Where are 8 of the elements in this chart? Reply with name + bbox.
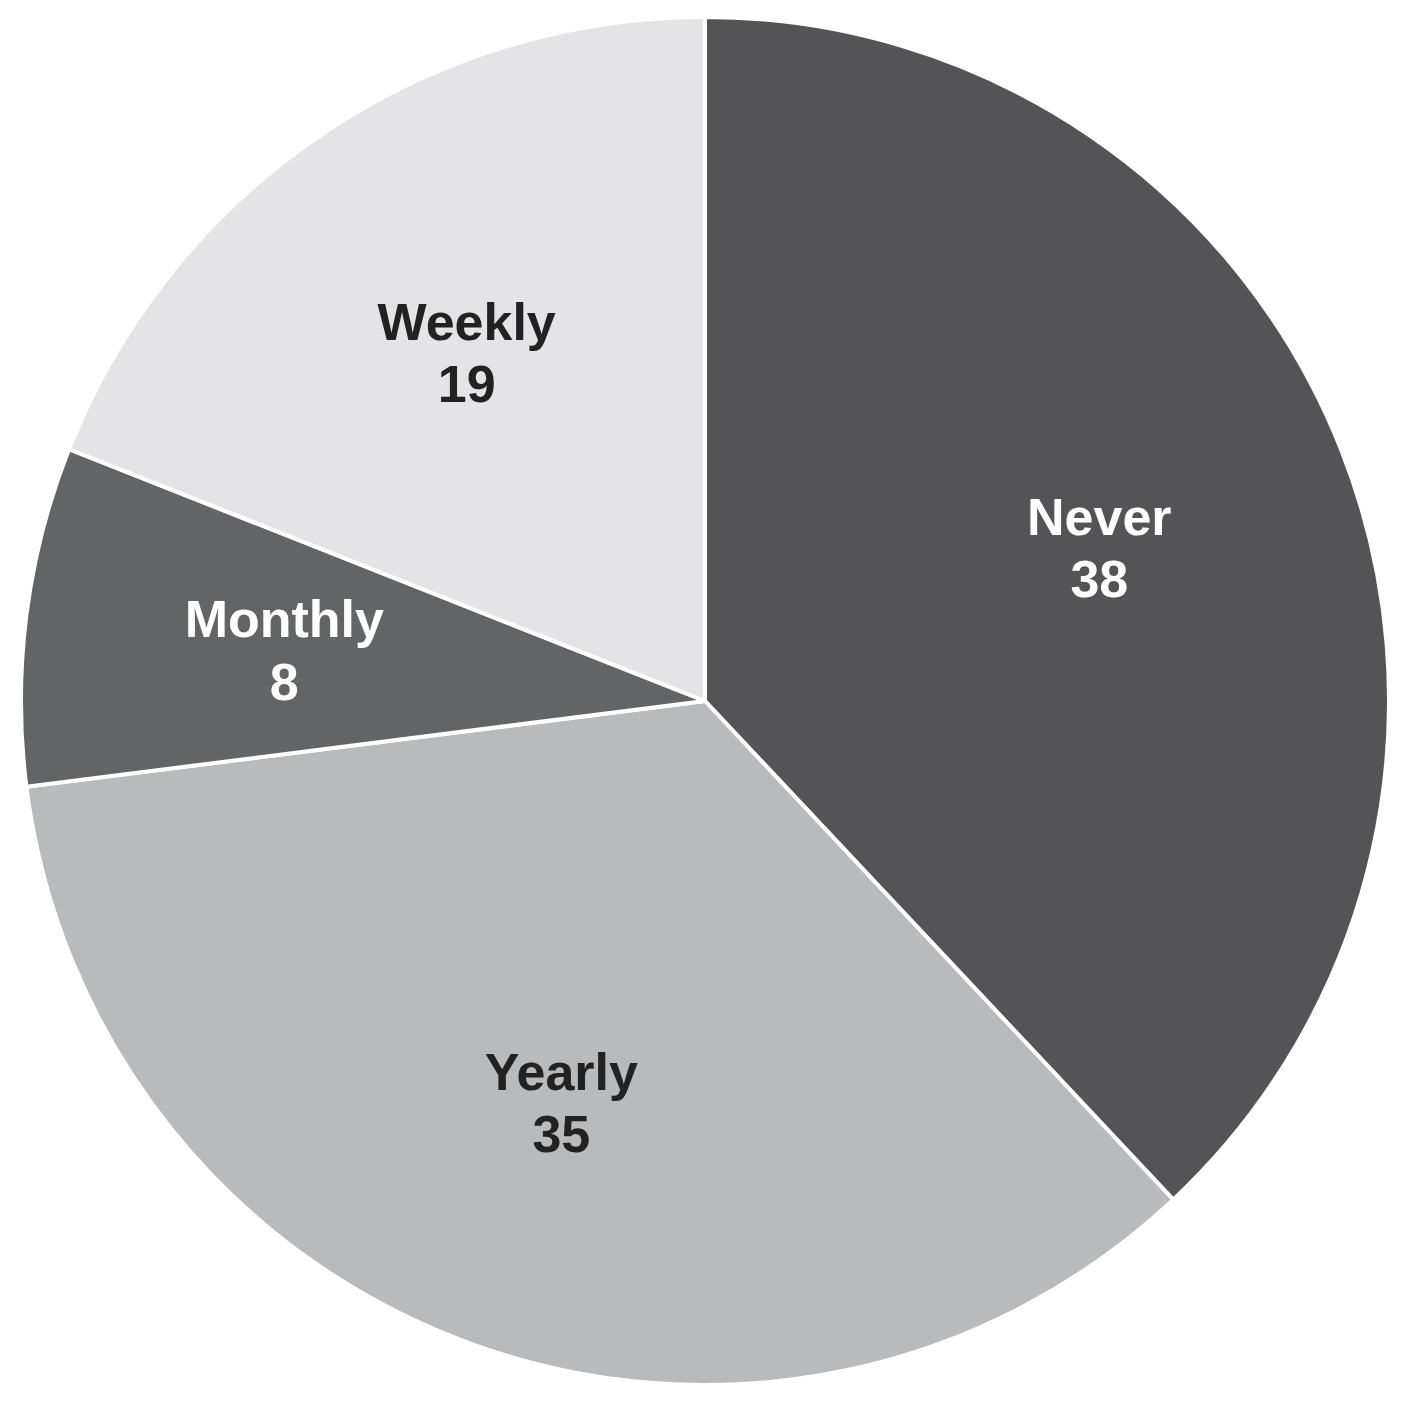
data-label: 38	[1070, 549, 1129, 608]
data-label: 19	[437, 355, 496, 414]
slice-label: Never	[1027, 487, 1172, 546]
slice-label: Monthly	[184, 590, 384, 649]
data-label: 35	[532, 1105, 591, 1164]
slice-label: Weekly	[377, 292, 556, 351]
slice-label: Yearly	[484, 1042, 639, 1101]
data-label: 8	[269, 652, 299, 711]
